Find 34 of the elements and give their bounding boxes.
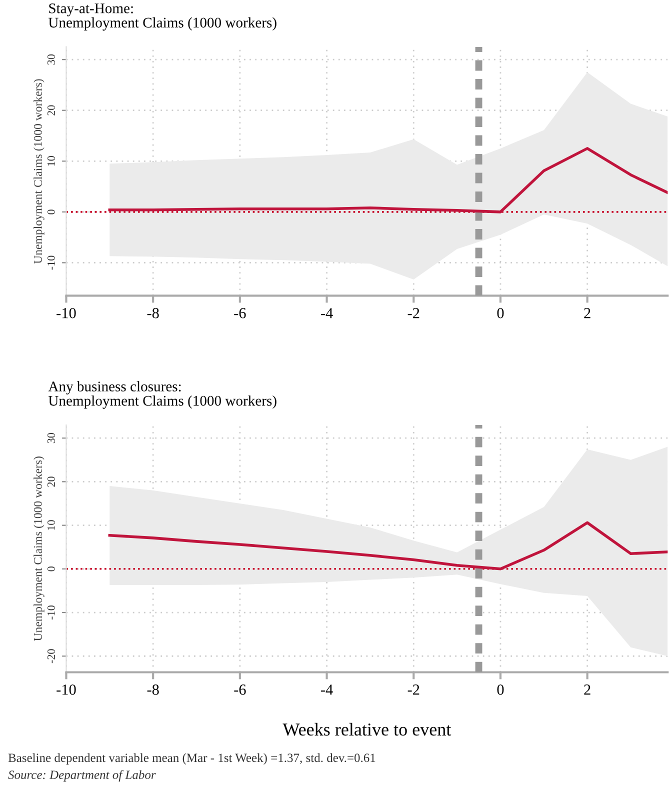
y-tick-label: -20 bbox=[47, 649, 55, 664]
y-tick-label: 20 bbox=[47, 105, 55, 116]
y-tick-label: 0 bbox=[47, 210, 55, 214]
chart-title: Stay-at-Home: Unemployment Claims (1000 workers) bbox=[48, 3, 276, 31]
x-tick-label: -10 bbox=[56, 684, 76, 695]
x-tick-label: 2 bbox=[584, 308, 590, 318]
x-tick-label: -6 bbox=[234, 684, 246, 695]
line-series bbox=[108, 521, 668, 570]
x-tick-label: -8 bbox=[147, 684, 159, 695]
y-tick-label: 30 bbox=[47, 432, 55, 444]
x-tick-label: -6 bbox=[234, 308, 246, 318]
chart-title: Any business closures: Unemployment Claims (1000 workers) bbox=[48, 381, 276, 409]
y-tick-label: 10 bbox=[47, 520, 55, 530]
y-tick-label: 30 bbox=[47, 54, 55, 65]
x-tick-label: -4 bbox=[320, 684, 333, 695]
x-tick-label: 2 bbox=[584, 684, 590, 695]
y-tick-label: 20 bbox=[47, 476, 55, 487]
line-series bbox=[108, 147, 668, 214]
y-axis-title: Unemployment Claims (1000 workers) bbox=[34, 456, 44, 642]
text: Baseline dependent variable mean (Mar - 1st Week) =1.37, std. dev.=0.61 bbox=[8, 753, 376, 765]
x-tick-label: -2 bbox=[408, 308, 420, 318]
y-tick-label: 10 bbox=[47, 156, 55, 166]
x-axis-title: Weeks relative to event bbox=[282, 722, 452, 736]
y-tick-label: -10 bbox=[47, 256, 55, 270]
y-axis-title: Unemployment Claims (1000 workers) bbox=[34, 79, 44, 264]
y-tick-label: -10 bbox=[47, 606, 55, 620]
x-tick-label: 0 bbox=[497, 684, 504, 695]
x-tick-label: 0 bbox=[497, 308, 504, 318]
source-note: Source: Department of Labor bbox=[8, 770, 156, 782]
x-tick-label: -8 bbox=[147, 308, 159, 318]
x-tick-label: -2 bbox=[408, 684, 420, 695]
x-tick-label: -4 bbox=[320, 308, 333, 318]
x-tick-label: -10 bbox=[56, 308, 76, 318]
y-tick-label: 0 bbox=[47, 566, 55, 572]
